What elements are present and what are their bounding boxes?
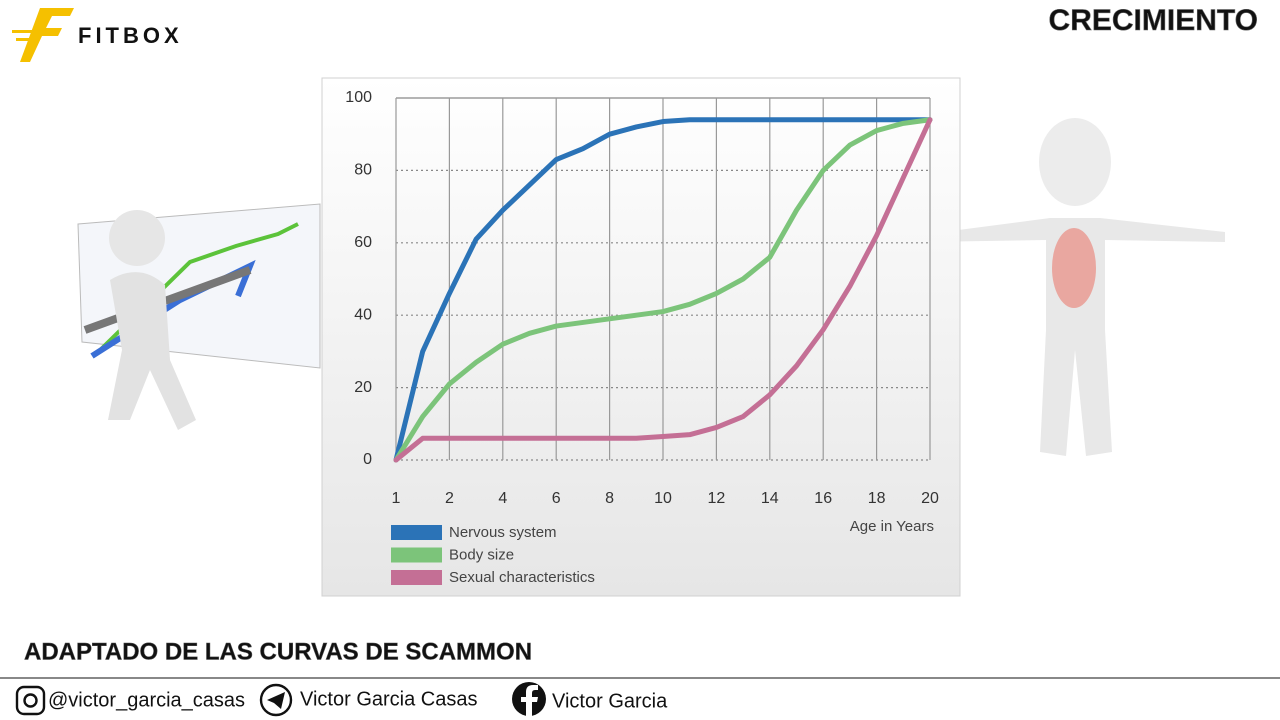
instagram-handle: @victor_garcia_casas: [48, 689, 245, 711]
series-line: [393, 117, 933, 463]
legend-label: Sexual characteristics: [449, 569, 595, 586]
y-tick-label: 20: [354, 379, 372, 396]
legend-swatch: [391, 570, 442, 585]
x-tick-label: 1: [392, 490, 401, 507]
presenter-figure: [77, 203, 321, 430]
y-tick-label: 80: [354, 162, 372, 179]
legend-label: Body size: [449, 546, 514, 563]
slide-title: CRECIMIENTO: [1049, 4, 1258, 37]
legend-swatch: [391, 547, 442, 563]
logo: [12, 8, 74, 62]
facebook-name: Victor Garcia: [552, 690, 668, 712]
x-tick-label: 2: [445, 490, 454, 507]
series-line: [393, 117, 933, 463]
anatomy-figure: [920, 118, 1225, 456]
y-tick-label: 60: [354, 234, 372, 251]
y-tick-label: 0: [363, 451, 372, 468]
x-tick-label: 8: [605, 490, 614, 507]
facebook-icon: [512, 682, 546, 716]
y-tick-label: 40: [354, 306, 372, 323]
telegram-icon: [259, 683, 293, 717]
series-line: [393, 117, 933, 463]
x-tick-label: 18: [868, 490, 886, 507]
x-tick-label: 16: [814, 490, 832, 507]
x-tick-label: 12: [708, 490, 726, 507]
x-axis-label: Age in Years: [850, 518, 934, 535]
y-tick-label: 100: [345, 89, 372, 106]
x-tick-label: 20: [921, 490, 939, 507]
x-tick-label: 6: [552, 490, 561, 507]
x-tick-label: 4: [498, 490, 507, 507]
x-tick-label: 10: [654, 490, 672, 507]
legend-swatch: [391, 525, 442, 540]
legend-label: Nervous system: [449, 524, 557, 541]
x-tick-label: 14: [761, 490, 779, 507]
telegram-name: Victor Garcia Casas: [300, 688, 477, 710]
caption: ADAPTADO DE LAS CURVAS DE SCAMMON: [24, 638, 532, 665]
instagram-icon: [15, 685, 46, 716]
brand: FITBOX: [78, 23, 183, 48]
